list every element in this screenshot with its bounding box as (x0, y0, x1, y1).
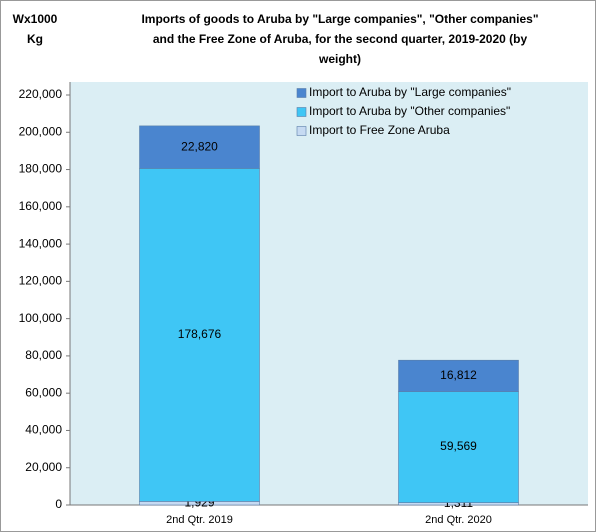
chart-title: Imports of goods to Aruba by "Large comp… (141, 12, 538, 26)
y-tick-label: 100,000 (19, 311, 63, 325)
y-tick-label: 80,000 (25, 348, 62, 362)
legend-label: Import to Aruba by "Large companies" (309, 85, 511, 99)
x-tick-label: 2nd Qtr. 2020 (425, 514, 492, 526)
y-tick-label: 140,000 (19, 236, 63, 250)
bar-segment (398, 359, 519, 392)
legend-swatch (296, 126, 307, 136)
y-axis-label: Wx1000 (13, 12, 58, 26)
y-tick-label: 220,000 (19, 87, 63, 101)
y-tick-label: 0 (55, 497, 62, 511)
x-tick-label: 2nd Qtr. 2019 (166, 514, 233, 526)
data-label: 16,812 (440, 368, 477, 382)
legend-swatch (296, 107, 307, 117)
data-label: 59,569 (440, 439, 477, 453)
chart-title: weight) (318, 52, 361, 66)
data-label: 22,820 (181, 139, 218, 153)
y-tick-label: 40,000 (25, 423, 62, 437)
y-tick-label: 120,000 (19, 274, 63, 288)
legend-swatch (296, 88, 307, 98)
y-axis-label: Kg (27, 32, 43, 46)
y-tick-label: 160,000 (19, 199, 63, 213)
y-tick-label: 180,000 (19, 162, 63, 176)
data-label: 178,676 (178, 327, 222, 341)
bar-segment (139, 125, 260, 169)
legend-label: Import to Aruba by "Other companies" (309, 104, 510, 118)
chart-title: and the Free Zone of Aruba, for the seco… (153, 32, 528, 46)
y-tick-label: 60,000 (25, 385, 62, 399)
y-tick-label: 200,000 (19, 124, 63, 138)
bar-segment (398, 391, 519, 503)
bar-segment (139, 168, 260, 502)
legend-label: Import to Free Zone Aruba (309, 123, 450, 137)
y-tick-label: 20,000 (25, 460, 62, 474)
